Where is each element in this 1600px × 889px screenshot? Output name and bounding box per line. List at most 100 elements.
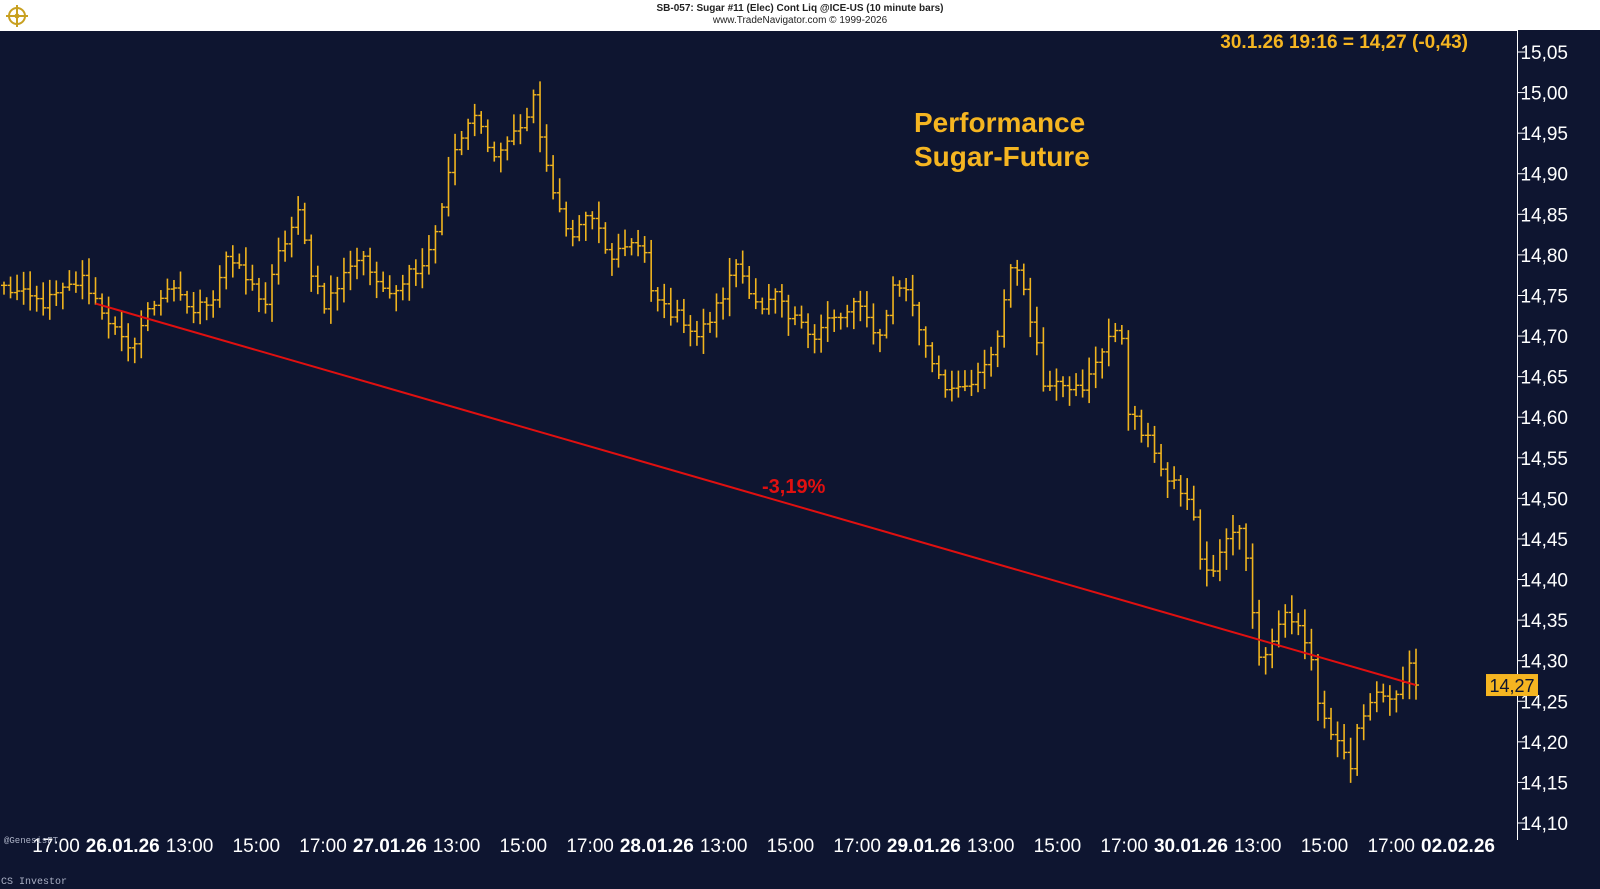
ohlc-bar <box>628 238 635 256</box>
ohlc-bar <box>1229 514 1236 556</box>
y-tick-label: 14,45 <box>1520 530 1568 551</box>
ohlc-bar <box>1 281 7 295</box>
ohlc-bar <box>667 287 674 326</box>
ohlc-bar <box>432 225 439 264</box>
ohlc-bar <box>177 271 184 301</box>
ohlc-bar <box>648 239 655 302</box>
ohlc-bar <box>7 276 14 299</box>
x-time-label: 15:00 <box>233 836 281 857</box>
ohlc-bar <box>79 260 86 300</box>
ohlc-bar <box>249 264 256 291</box>
ohlc-bar <box>726 257 733 317</box>
ohlc-bar <box>295 196 302 235</box>
chart-header: SB-057: Sugar #11 (Elec) Cont Liq @ICE-U… <box>0 0 1600 30</box>
ohlc-bar <box>471 103 478 137</box>
ohlc-bar <box>811 324 818 354</box>
ohlc-bar <box>1040 327 1047 392</box>
x-date-label: 26.01.26 <box>86 836 160 857</box>
ohlc-bar <box>1216 539 1223 582</box>
ohlc-bar <box>916 301 923 346</box>
ohlc-bar <box>798 305 805 329</box>
ohlc-bar <box>693 320 700 346</box>
ohlc-bar <box>223 251 230 290</box>
ohlc-bar <box>791 306 798 326</box>
ohlc-bar <box>327 275 334 324</box>
ohlc-bar <box>1027 277 1034 338</box>
x-time-label: 17:00 <box>32 836 80 857</box>
ohlc-bar <box>713 293 720 338</box>
ohlc-bar <box>236 253 243 269</box>
ohlc-bar <box>589 211 596 230</box>
ohlc-bar <box>255 277 262 313</box>
y-tick-label: 14,10 <box>1520 814 1568 835</box>
ohlc-bar <box>661 283 668 319</box>
ohlc-bar <box>733 259 740 288</box>
ohlc-bar <box>550 155 557 200</box>
ohlc-bar <box>772 288 779 314</box>
ohlc-bar <box>197 289 204 325</box>
ohlc-bar <box>1256 599 1263 666</box>
ohlc-bar <box>478 111 485 134</box>
ohlc-bar <box>582 211 589 241</box>
ohlc-bar <box>1282 604 1289 638</box>
ohlc-bar <box>595 201 602 244</box>
ohlc-bar <box>890 276 897 325</box>
ohlc-bar <box>746 266 753 299</box>
ohlc-bar <box>373 261 380 299</box>
ohlc-bar <box>1079 369 1086 398</box>
y-axis: 15,05 15,00 14,95 14,90 14,85 14,80 14,75 14,70… <box>1518 43 1568 835</box>
y-tick-label: 14,75 <box>1520 286 1568 307</box>
ohlc-bar <box>1112 322 1119 343</box>
ohlc-bar <box>883 309 890 339</box>
x-time-label: 15:00 <box>1301 836 1349 857</box>
ohlc-bar <box>700 308 707 354</box>
ohlc-bar <box>99 293 106 320</box>
ohlc-bar <box>615 233 622 268</box>
ohlc-bar <box>543 124 550 172</box>
price-readout: 30.1.26 19:16 = 14,27 (-0,43) <box>1220 32 1468 53</box>
ohlc-bar <box>484 119 491 153</box>
ohlc-bar <box>367 247 374 286</box>
ohlc-bar <box>687 315 694 347</box>
ohlc-bar <box>903 278 910 302</box>
ohlc-bar <box>144 302 151 332</box>
ohlc-bar <box>53 280 60 306</box>
ohlc-bar <box>72 271 79 293</box>
x-time-label: 17:00 <box>299 836 347 857</box>
ohlc-bar <box>308 234 315 292</box>
ohlc-bar <box>504 136 511 161</box>
ohlc-bar <box>1413 648 1419 700</box>
x-date-label: 30.01.26 <box>1154 836 1228 857</box>
ohlc-bar <box>608 243 615 276</box>
ohlc-bar <box>1347 737 1354 783</box>
ohlc-bar <box>857 290 864 322</box>
x-time-label: 15:00 <box>767 836 815 857</box>
ohlc-bar <box>824 301 831 342</box>
y-tick-label: 14,85 <box>1520 205 1568 226</box>
ohlc-bar <box>1138 409 1145 443</box>
ohlc-bar <box>438 203 445 236</box>
ohlc-bar <box>216 265 223 308</box>
ohlc-bar <box>1092 346 1099 389</box>
ohlc-bar <box>680 298 687 334</box>
ohlc-bar <box>445 156 452 217</box>
ohlc-bar <box>1328 707 1335 740</box>
ohlc-bar <box>386 275 393 299</box>
ohlc-bar <box>720 287 727 320</box>
ohlc-bar <box>1099 348 1106 379</box>
ohlc-bar <box>164 278 171 303</box>
ohlc-bar <box>354 247 360 280</box>
ohlc-series <box>1 81 1419 783</box>
ohlc-bar <box>1060 376 1066 398</box>
x-time-label: 13:00 <box>433 836 481 857</box>
ohlc-bar <box>785 294 792 336</box>
last-price-value: 14,27 <box>1489 676 1534 696</box>
ohlc-bar <box>210 290 217 318</box>
ohlc-bar <box>275 237 282 285</box>
y-tick-label: 14,55 <box>1520 449 1568 470</box>
ohlc-bar <box>935 355 942 380</box>
y-tick-label: 14,95 <box>1520 124 1568 145</box>
navigator-logo-icon[interactable] <box>4 4 30 28</box>
x-time-label: 13:00 <box>1234 836 1282 857</box>
